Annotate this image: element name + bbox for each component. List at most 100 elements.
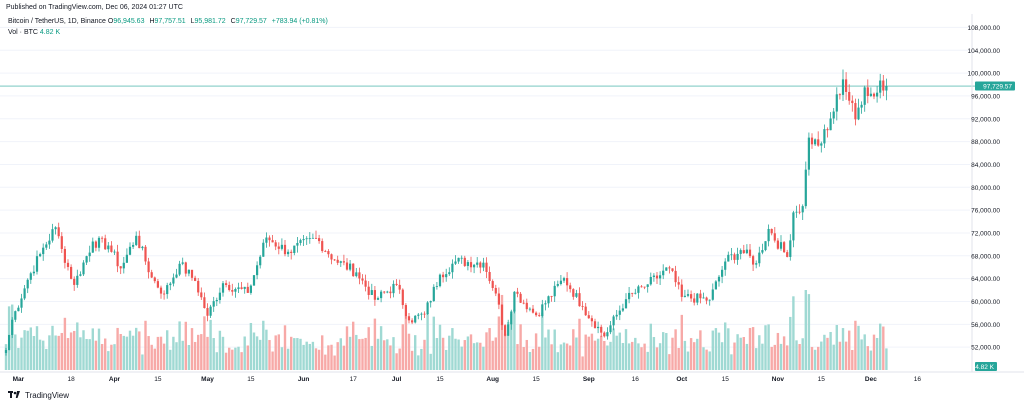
candle — [383, 291, 386, 294]
candle — [345, 258, 349, 271]
candle — [23, 284, 26, 301]
candle-body — [745, 249, 748, 254]
candle-body — [755, 263, 758, 265]
candle — [826, 127, 829, 138]
candle — [705, 296, 708, 305]
volume-bar — [773, 344, 776, 370]
candle-body — [203, 297, 206, 309]
candle — [17, 305, 20, 312]
legend-volume-row: Vol · BTC 4.82 K — [8, 27, 331, 38]
candle-body — [823, 129, 826, 144]
time-tick-label: May — [201, 376, 214, 383]
candle-body — [885, 86, 888, 91]
candle — [869, 87, 872, 98]
candle — [355, 267, 358, 278]
candle-body — [575, 293, 578, 297]
candle — [85, 255, 88, 265]
price-tick-label: 96,000.00 — [971, 93, 1000, 100]
volume-bar — [817, 346, 820, 370]
volume-bar — [42, 340, 45, 370]
candle-body — [779, 242, 783, 249]
candle — [187, 269, 190, 277]
tradingview-logo-icon[interactable] — [8, 391, 21, 399]
candle — [302, 235, 305, 247]
price-chart[interactable]: 52,000.00 56,000.00 60,000.00 64,000.00 68,0… — [0, 0, 1024, 386]
candle-body — [479, 262, 482, 268]
candle — [497, 287, 500, 310]
candle — [733, 252, 736, 264]
volume-bar — [593, 340, 597, 370]
candle-body — [76, 275, 79, 285]
candle-body — [283, 244, 287, 255]
candle-body — [541, 304, 544, 316]
candle — [832, 108, 835, 124]
volume-bar — [110, 344, 113, 370]
volume-bar — [435, 338, 439, 370]
candle-body — [752, 256, 755, 265]
candle-body — [271, 240, 274, 243]
volume-bar — [423, 339, 426, 370]
candle — [411, 318, 414, 325]
candle — [798, 204, 801, 215]
candle — [872, 92, 876, 100]
candle — [457, 257, 460, 264]
candle-body — [649, 276, 652, 285]
candle-body — [166, 285, 169, 295]
volume-bar — [621, 343, 625, 370]
volume-bar — [4, 344, 8, 370]
volume-bar — [547, 329, 550, 370]
volume-bar — [305, 341, 308, 370]
volume-bar — [178, 321, 181, 370]
volume-bar — [94, 340, 98, 370]
candle-body — [411, 320, 414, 323]
candle-body — [386, 291, 389, 293]
volume-bar — [469, 334, 473, 370]
candle — [225, 280, 228, 288]
candle — [609, 321, 612, 335]
volume-bar — [184, 321, 187, 370]
candle — [215, 297, 218, 307]
volume-bar — [813, 349, 817, 370]
legend-volume-label[interactable]: Vol · BTC — [8, 29, 38, 36]
candle-body — [339, 261, 342, 263]
candle-body — [237, 287, 240, 290]
volume-bar — [553, 329, 556, 370]
legend-symbol[interactable]: Bitcoin / TetherUS, 1D, Binance — [8, 18, 106, 25]
candle — [730, 247, 733, 261]
time-axis[interactable]: Mar 18 Apr 15 May 15 Jun 17 Jul 15 Aug 15 Sep 16 Oct 15… — [13, 376, 922, 383]
volume-bar — [113, 344, 116, 370]
volume-bar — [370, 345, 373, 370]
volume-bar — [655, 347, 659, 370]
volume-bar — [541, 312, 544, 370]
candle-body — [234, 289, 237, 292]
volume-bar — [175, 342, 178, 370]
candle-body — [327, 251, 330, 255]
candle — [76, 269, 79, 288]
volume-bar — [590, 333, 594, 370]
footer-brand[interactable]: TradingView — [25, 390, 70, 400]
volume-bar — [680, 314, 683, 370]
price-tick-label: 52,000.00 — [971, 345, 1000, 352]
candle — [590, 315, 593, 327]
candle-body — [469, 262, 473, 268]
volume-bar — [193, 341, 197, 370]
candle-body — [361, 278, 364, 281]
candle — [817, 131, 820, 147]
candle — [724, 258, 727, 276]
candle-body — [268, 237, 271, 241]
candle — [783, 241, 786, 253]
candle — [745, 244, 748, 255]
price-axis[interactable]: 52,000.00 56,000.00 60,000.00 64,000.00 68,0… — [967, 25, 1000, 352]
volume-bar — [801, 338, 804, 370]
candle-body — [187, 269, 190, 274]
candle-body — [559, 280, 562, 284]
volume-bar — [317, 349, 321, 370]
candle-body — [26, 279, 29, 289]
candle-body — [57, 227, 60, 237]
candle — [615, 309, 618, 320]
volume-bar — [445, 349, 448, 370]
price-tick-label: 92,000.00 — [971, 116, 1000, 123]
volume-bar — [866, 346, 869, 370]
candle-body — [510, 311, 513, 325]
volume-bar — [581, 356, 584, 370]
